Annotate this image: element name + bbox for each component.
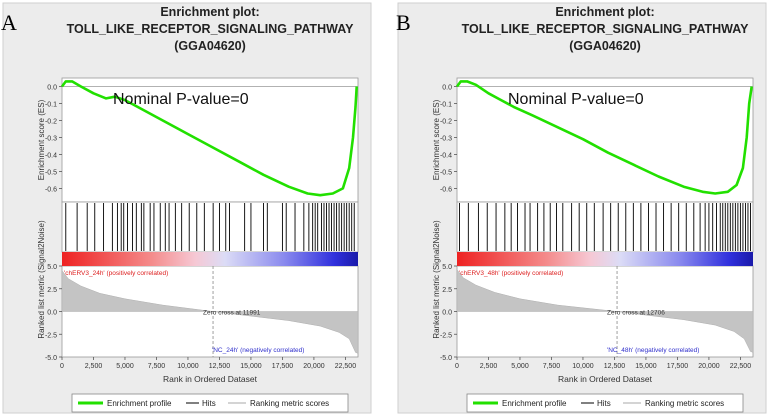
metric-y-tick-label: 5.0 [47, 264, 57, 271]
legend-label-hits: Hits [597, 399, 611, 408]
x-tick-label: 10,000 [177, 363, 199, 370]
chart-title-line: (GGA04620) [174, 39, 246, 53]
metric-y-tick-label: 2.5 [442, 287, 452, 294]
metric-y-tick-label: 0.0 [442, 310, 452, 317]
gsea-figure-b: B Enrichment plot: TOLL_LIKE_RECEPTOR_SIG… [395, 0, 767, 415]
es-y-tick-label: -0.6 [45, 186, 57, 193]
x-tick-label: 7,500 [148, 363, 166, 370]
chart-title-line: TOLL_LIKE_RECEPTOR_SIGNALING_PATHWAY [67, 22, 355, 36]
metric-y-tick-label: -2.5 [45, 332, 57, 339]
legend-box [71, 393, 349, 413]
metric-y-tick-label: -5.0 [45, 355, 57, 362]
x-tick-label: 7,500 [543, 363, 561, 370]
chart-title-line: Enrichment plot: [160, 5, 259, 19]
x-tick-label: 0 [455, 363, 459, 370]
p-value-annotation: Nominal P-value=0 [113, 91, 249, 108]
enrichment-profile-line [455, 80, 753, 195]
legend-box [466, 393, 744, 413]
x-tick-label: 2,500 [480, 363, 498, 370]
hits-plot-area [456, 201, 754, 253]
metric-y-axis-label: Ranked list metric (Signal2Noise) [37, 220, 46, 339]
zero-cross-label: Zero cross at 12706 [607, 310, 665, 317]
gsea-chart: Enrichment plot: TOLL_LIKE_RECEPTOR_SIGNA… [2, 2, 372, 414]
es-y-tick-label: -0.6 [440, 186, 452, 193]
es-y-tick-label: -0.2 [440, 118, 452, 125]
metric-y-tick-label: 0.0 [47, 310, 57, 317]
metric-y-tick-label: 5.0 [442, 264, 452, 271]
x-tick-label: 20,000 [303, 363, 325, 370]
x-tick-label: 12,500 [604, 363, 626, 370]
hits-plot-area [61, 201, 359, 253]
ranking-color-bar [457, 252, 753, 266]
es-plot-area [456, 77, 754, 203]
x-tick-label: 10,000 [572, 363, 594, 370]
gsea-figure-a: A Enrichment plot: TOLL_LIKE_RECEPTOR_SIG… [0, 0, 372, 415]
x-tick-label: 17,500 [272, 363, 294, 370]
positive-label: 'chERV3_24h' (positively correlated) [64, 270, 168, 277]
panel-letter: A [1, 10, 17, 35]
x-tick-label: 2,500 [85, 363, 103, 370]
legend-label-profile: Enrichment profile [107, 399, 172, 408]
negative-label: 'NC_24h' (negatively correlated) [212, 347, 304, 354]
x-tick-label: 15,000 [635, 363, 657, 370]
x-tick-label: 5,000 [116, 363, 134, 370]
chart-title-line: Enrichment plot: [555, 5, 654, 19]
es-y-tick-label: -0.1 [440, 101, 452, 108]
es-y-tick-label: -0.5 [45, 169, 57, 176]
metric-y-tick-label: 2.5 [47, 287, 57, 294]
legend-label-profile: Enrichment profile [502, 399, 567, 408]
es-y-tick-label: -0.5 [440, 169, 452, 176]
metric-y-tick-label: -2.5 [440, 332, 452, 339]
gsea-chart: Enrichment plot: TOLL_LIKE_RECEPTOR_SIGNA… [397, 2, 767, 414]
es-y-axis-label: Enrichment score (ES) [37, 99, 46, 180]
x-axis-label: Rank in Ordered Dataset [163, 374, 258, 384]
es-y-tick-label: -0.2 [45, 118, 57, 125]
x-tick-label: 20,000 [698, 363, 720, 370]
chart-title-line: (GGA04620) [569, 39, 641, 53]
es-y-tick-label: -0.4 [440, 152, 452, 159]
metric-y-tick-label: -5.0 [440, 355, 452, 362]
metric-y-axis-label: Ranked list metric (Signal2Noise) [432, 220, 441, 339]
x-tick-label: 22,500 [335, 363, 357, 370]
ranking-metric-area [456, 268, 754, 353]
positive-label: 'chERV3_48h' (positively correlated) [459, 270, 563, 277]
legend-label-hits: Hits [202, 399, 216, 408]
legend-label-metric: Ranking metric scores [250, 399, 329, 408]
es-y-tick-label: -0.1 [45, 101, 57, 108]
zero-cross-label: Zero cross at 11991 [203, 310, 261, 317]
ranking-color-bar [62, 252, 358, 266]
es-y-axis-label: Enrichment score (ES) [432, 99, 441, 180]
es-y-tick-label: -0.3 [440, 135, 452, 142]
es-y-tick-label: -0.3 [45, 135, 57, 142]
enrichment-profile-line [60, 80, 358, 197]
x-tick-label: 15,000 [240, 363, 262, 370]
chart-title-line: TOLL_LIKE_RECEPTOR_SIGNALING_PATHWAY [462, 22, 750, 36]
es-y-tick-label: 0.0 [47, 84, 57, 91]
x-tick-label: 5,000 [511, 363, 529, 370]
p-value-annotation: Nominal P-value=0 [508, 91, 644, 108]
x-tick-label: 12,500 [209, 363, 231, 370]
es-y-tick-label: 0.0 [442, 84, 452, 91]
x-tick-label: 17,500 [667, 363, 689, 370]
x-tick-label: 22,500 [730, 363, 752, 370]
x-tick-label: 0 [60, 363, 64, 370]
panel-letter: B [396, 10, 411, 35]
x-axis-label: Rank in Ordered Dataset [558, 374, 653, 384]
negative-label: 'NC_48h' (negatively correlated) [607, 347, 699, 354]
es-y-tick-label: -0.4 [45, 152, 57, 159]
legend-label-metric: Ranking metric scores [645, 399, 724, 408]
ranking-metric-area [61, 269, 359, 354]
